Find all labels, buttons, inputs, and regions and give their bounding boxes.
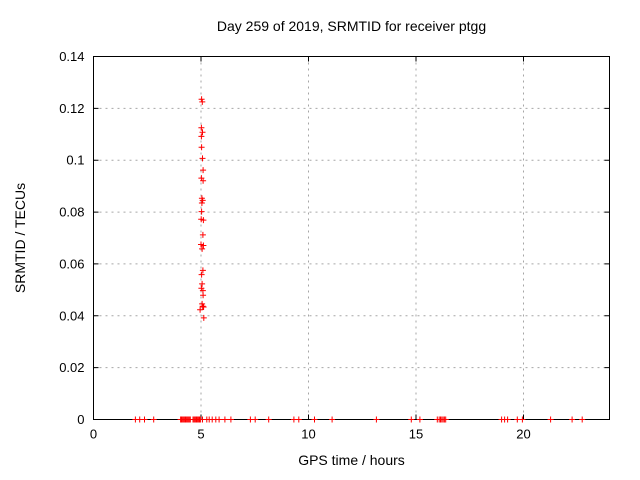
axis-ticks xyxy=(93,56,610,420)
x-tick-label: 0 xyxy=(90,427,97,442)
y-tick-label: 0.06 xyxy=(59,256,84,271)
plot-border xyxy=(93,56,610,420)
y-tick-label: 0.08 xyxy=(59,205,84,220)
x-tick-label: 15 xyxy=(409,427,423,442)
y-tick-label: 0.04 xyxy=(59,308,84,323)
y-tick-label: 0.14 xyxy=(59,49,84,64)
x-tick-label: 5 xyxy=(197,427,204,442)
x-axis-label: GPS time / hours xyxy=(298,452,405,468)
y-tick-label: 0.12 xyxy=(59,101,84,116)
chart-title: Day 259 of 2019, SRMTID for receiver ptg… xyxy=(216,18,487,34)
y-axis-label: SRMTID / TECUs xyxy=(12,182,28,294)
x-tick-label: 10 xyxy=(301,427,315,442)
x-tick-label: 20 xyxy=(516,427,530,442)
y-tick-label: 0 xyxy=(77,412,84,427)
y-tick-label: 0.1 xyxy=(66,153,84,168)
gridlines xyxy=(93,56,610,420)
data-points-srmtid-points xyxy=(132,96,586,423)
y-tick-label: 0.02 xyxy=(59,360,84,375)
